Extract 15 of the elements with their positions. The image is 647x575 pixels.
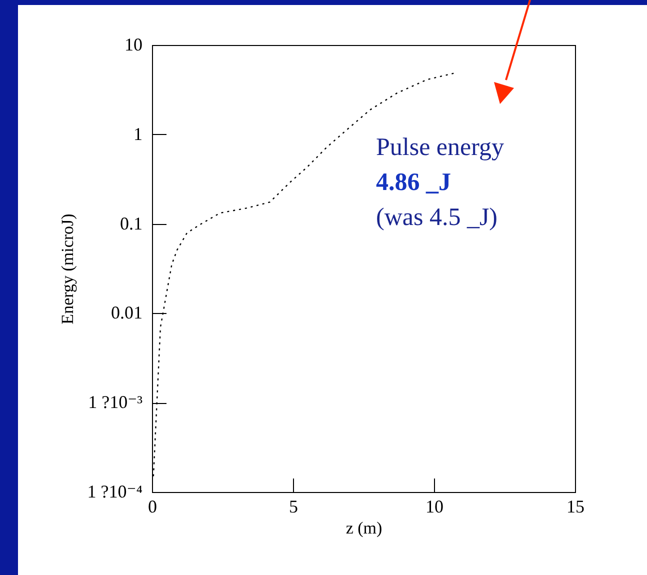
x-tick-label: 15 xyxy=(566,496,584,516)
x-axis-title: z (m) xyxy=(346,518,382,538)
annotation: (was 4.5 _J) xyxy=(376,204,498,231)
annotation: 4.86 _J xyxy=(376,169,451,196)
y-tick-label: 1 xyxy=(134,124,142,144)
x-tick-label: 5 xyxy=(289,496,298,516)
y-tick-label: 10 xyxy=(124,34,142,54)
annotation: Pulse energy xyxy=(376,134,504,161)
y-tick-label: 0.01 xyxy=(111,302,142,323)
y-tick-label: 1 ?10⁻⁴ xyxy=(87,482,142,502)
x-tick-label: 10 xyxy=(426,496,444,516)
y-axis-title: Energy (microJ) xyxy=(58,214,78,324)
y-tick-label: 1 ?10⁻³ xyxy=(88,392,144,412)
y-tick-label: 0.1 xyxy=(120,213,142,234)
x-tick-label: 0 xyxy=(148,496,157,516)
